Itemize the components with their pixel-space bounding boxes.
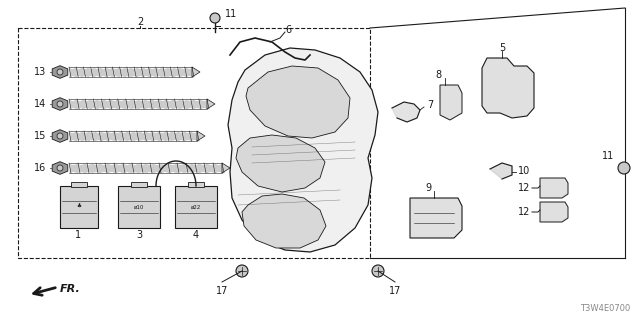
Polygon shape: [52, 162, 68, 174]
Polygon shape: [236, 135, 325, 192]
Polygon shape: [482, 58, 534, 118]
Text: 17: 17: [389, 286, 401, 296]
Polygon shape: [490, 163, 512, 179]
Text: 11: 11: [225, 9, 237, 19]
Bar: [118, 186, 160, 228]
Circle shape: [210, 13, 220, 23]
Polygon shape: [197, 131, 205, 141]
Text: T3W4E0700: T3W4E0700: [580, 304, 630, 313]
Text: 10: 10: [518, 166, 531, 176]
Text: 12: 12: [518, 207, 530, 217]
Bar: [18, 28, 370, 258]
Text: 13: 13: [34, 67, 46, 77]
Text: FR.: FR.: [60, 284, 81, 294]
Circle shape: [372, 265, 384, 277]
Text: 12: 12: [518, 183, 530, 193]
Circle shape: [57, 101, 63, 107]
Polygon shape: [540, 202, 568, 222]
Polygon shape: [242, 194, 326, 248]
Bar: [188, 182, 204, 187]
Text: 16: 16: [34, 163, 46, 173]
Circle shape: [618, 162, 630, 174]
Text: 17: 17: [216, 286, 228, 296]
Circle shape: [57, 165, 63, 171]
Text: ø10: ø10: [134, 204, 144, 210]
Text: 8: 8: [435, 70, 441, 80]
Polygon shape: [228, 48, 378, 252]
Polygon shape: [52, 98, 68, 110]
Polygon shape: [192, 67, 200, 77]
Text: 5: 5: [499, 43, 505, 53]
Text: 14: 14: [34, 99, 46, 109]
Text: 9: 9: [425, 183, 431, 193]
Text: 15: 15: [34, 131, 46, 141]
Text: 7: 7: [427, 100, 433, 110]
Text: 6: 6: [285, 25, 291, 35]
Polygon shape: [222, 163, 230, 173]
Bar: [72, 182, 86, 187]
Bar: [60, 186, 98, 228]
Bar: [175, 186, 217, 228]
Text: 2: 2: [137, 17, 143, 27]
Polygon shape: [410, 198, 462, 238]
Polygon shape: [207, 99, 215, 109]
Circle shape: [236, 265, 248, 277]
Polygon shape: [440, 85, 462, 120]
Text: 3: 3: [136, 230, 142, 240]
Text: 4: 4: [193, 230, 199, 240]
Polygon shape: [246, 66, 350, 138]
Polygon shape: [392, 102, 420, 122]
Polygon shape: [52, 66, 68, 78]
Circle shape: [57, 133, 63, 139]
Text: ø22: ø22: [191, 204, 201, 210]
Polygon shape: [52, 130, 68, 142]
Polygon shape: [540, 178, 568, 198]
Circle shape: [57, 69, 63, 75]
Bar: [131, 182, 147, 187]
Text: ♣: ♣: [77, 204, 81, 210]
Text: 1: 1: [75, 230, 81, 240]
Text: 11: 11: [602, 151, 614, 161]
